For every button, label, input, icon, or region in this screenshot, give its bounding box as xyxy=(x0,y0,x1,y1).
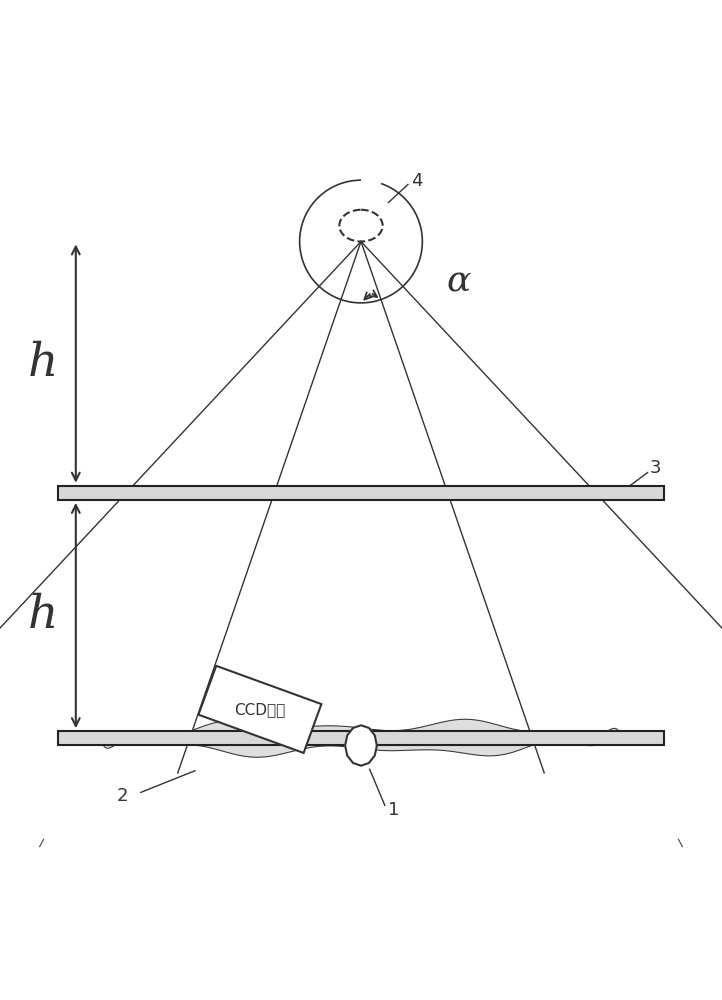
Polygon shape xyxy=(345,725,377,766)
Polygon shape xyxy=(101,719,621,757)
Text: α: α xyxy=(446,264,471,298)
Polygon shape xyxy=(58,731,664,745)
Text: 2: 2 xyxy=(117,787,129,805)
Text: CCD相机: CCD相机 xyxy=(235,702,285,717)
Text: 4: 4 xyxy=(412,172,423,190)
Text: h: h xyxy=(28,341,58,386)
Text: 3: 3 xyxy=(650,459,661,477)
Text: h: h xyxy=(28,593,58,638)
Text: 1: 1 xyxy=(388,801,400,819)
Bar xyxy=(199,666,321,753)
Polygon shape xyxy=(58,486,664,500)
